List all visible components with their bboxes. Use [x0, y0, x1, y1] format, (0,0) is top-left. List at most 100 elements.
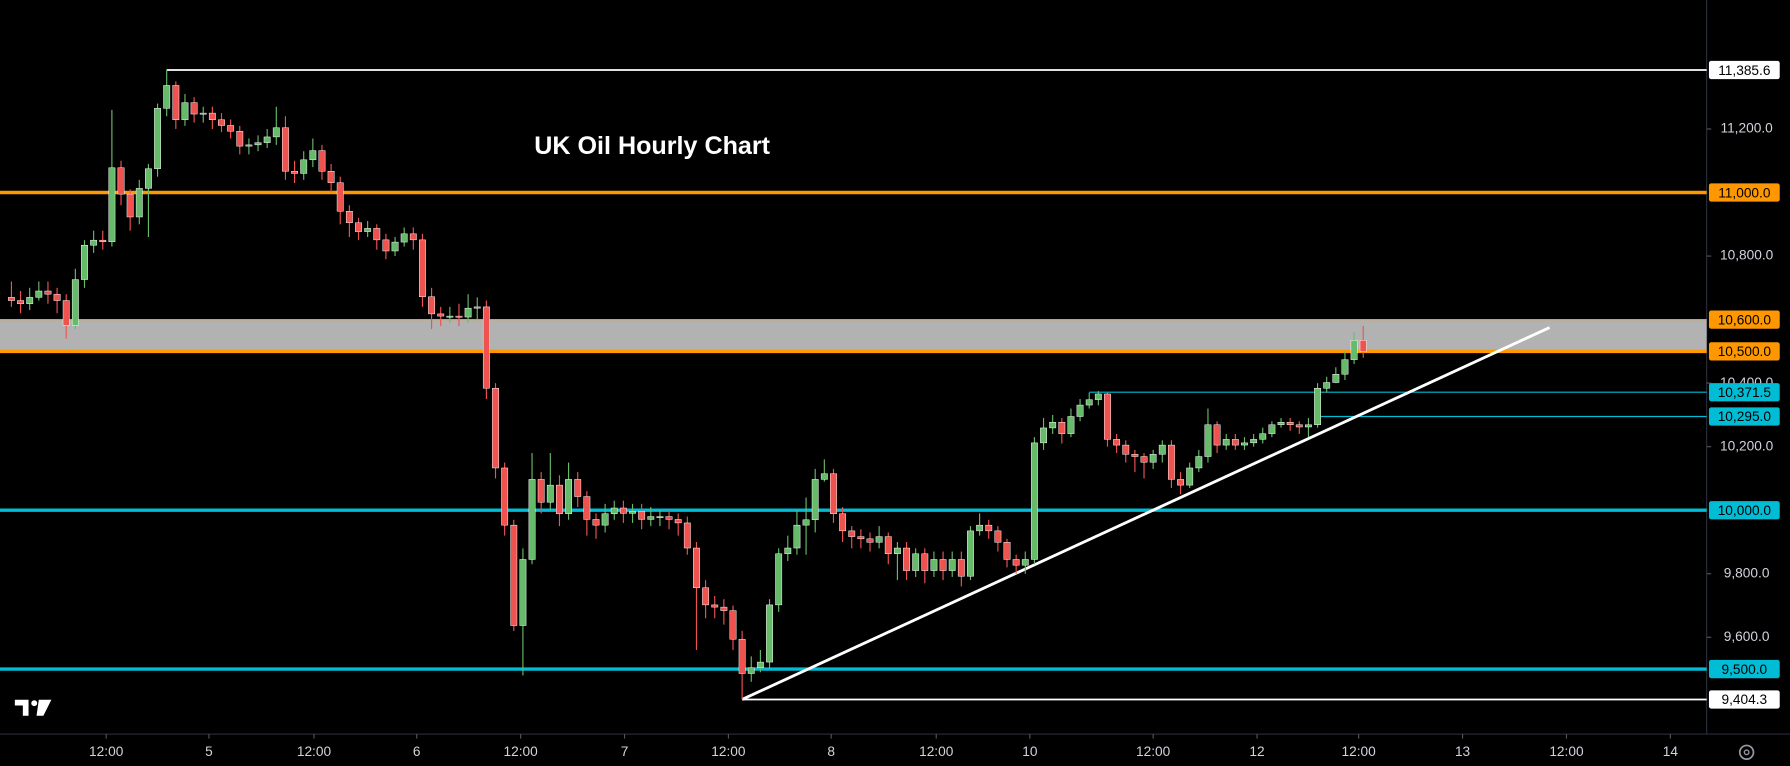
candle-body [619, 507, 627, 514]
candle-body [181, 102, 189, 120]
y-tick-label: 9,800.0 [1724, 565, 1770, 580]
candle-body [291, 171, 298, 174]
candle-body [44, 290, 52, 295]
axis-layer: 9,600.09,800.010,200.010,400.010,800.011… [89, 60, 1780, 759]
candle-body [638, 511, 646, 520]
candle-body [71, 279, 79, 326]
level-label-box [1708, 60, 1780, 80]
y-tick-label: 11,200.0 [1720, 121, 1773, 136]
chart-title: UK Oil Hourly Chart [534, 132, 770, 160]
candle-body [409, 233, 417, 241]
candle-body [345, 211, 353, 223]
candle-body [884, 536, 892, 554]
candle-body [318, 150, 326, 172]
settings-icon[interactable] [1738, 744, 1755, 761]
zone [0, 319, 1707, 352]
x-tick-label: 12:00 [711, 744, 746, 759]
candle-body [793, 524, 801, 549]
candle-body [272, 127, 280, 138]
candle-body [190, 102, 198, 115]
candle-body [921, 553, 929, 571]
candle-body [702, 587, 710, 606]
candle-body [738, 638, 746, 674]
candle-body [1058, 421, 1066, 434]
candle-body [135, 188, 143, 218]
candle-body [382, 239, 390, 252]
candle-body [53, 293, 61, 301]
candle-body [711, 604, 719, 608]
level-label-box [1708, 183, 1780, 202]
candle-body [820, 473, 828, 480]
candle-body [373, 228, 381, 241]
candle-body [1250, 439, 1258, 444]
candle-body [546, 484, 554, 503]
candle-body [145, 168, 152, 189]
candle-body [976, 524, 984, 532]
candle-body [1332, 374, 1340, 383]
y-tick-label: 9,600.0 [1724, 629, 1770, 644]
candle-body [309, 150, 317, 161]
candle-body [729, 610, 737, 640]
level-label: 10,500.0 [1718, 344, 1772, 359]
candle-body [1003, 542, 1011, 560]
candle-body [17, 300, 24, 304]
candle-body [154, 108, 161, 169]
x-tick-label: 13 [1455, 744, 1471, 759]
candle-body [501, 467, 509, 526]
candle-body [1085, 399, 1093, 406]
candle-body [848, 530, 856, 537]
candle-body [537, 479, 545, 503]
x-tick-label: 12:00 [297, 744, 332, 759]
candle-body [565, 479, 573, 514]
candle-body [610, 507, 618, 514]
candle-body [802, 519, 810, 526]
candle-body [1177, 479, 1184, 486]
candle-body [583, 496, 591, 520]
level-label: 10,371.5 [1718, 385, 1772, 400]
candle-body [574, 479, 582, 497]
x-tick-label: 12:00 [503, 744, 538, 759]
candle-body [464, 307, 472, 318]
x-tick-label: 8 [827, 744, 835, 759]
y-tick-label: 10,200.0 [1720, 438, 1774, 453]
candle-body [391, 241, 399, 252]
candle-body [601, 513, 609, 526]
candle-body [1076, 404, 1084, 417]
candle-body [455, 315, 463, 318]
candle-body [263, 136, 271, 143]
x-tick-label: 7 [621, 744, 629, 759]
candle-body [236, 130, 244, 147]
candle-body [939, 559, 947, 571]
candle-body [1104, 393, 1111, 440]
candle-body [1359, 340, 1367, 352]
candle-body [665, 516, 673, 520]
candle-body [282, 127, 289, 172]
candle-body [1195, 456, 1203, 469]
candle-body [1295, 424, 1303, 428]
candle-body [1040, 427, 1047, 444]
candle-body [893, 547, 901, 554]
candle-body [199, 112, 207, 115]
candle-body [1286, 421, 1294, 425]
candle-body [1167, 444, 1175, 480]
candle-body [1213, 424, 1221, 446]
candle-body [254, 142, 262, 146]
candle-body [528, 479, 536, 560]
zone-layer [0, 319, 1707, 352]
candle-body [1021, 559, 1029, 566]
level-label-box [1708, 342, 1780, 361]
candle-body [930, 559, 938, 571]
candle-body [7, 297, 15, 301]
candle-body [647, 516, 655, 520]
candle-body [208, 112, 216, 120]
candle-body [1323, 382, 1331, 389]
candle-body [839, 513, 847, 532]
level-label-box [1708, 407, 1780, 426]
candle-body [35, 290, 43, 298]
y-tick-label: 10,800.0 [1720, 248, 1774, 263]
candle-body [62, 300, 70, 326]
candle-body [1231, 439, 1239, 446]
x-tick-label: 12:00 [1549, 744, 1584, 759]
